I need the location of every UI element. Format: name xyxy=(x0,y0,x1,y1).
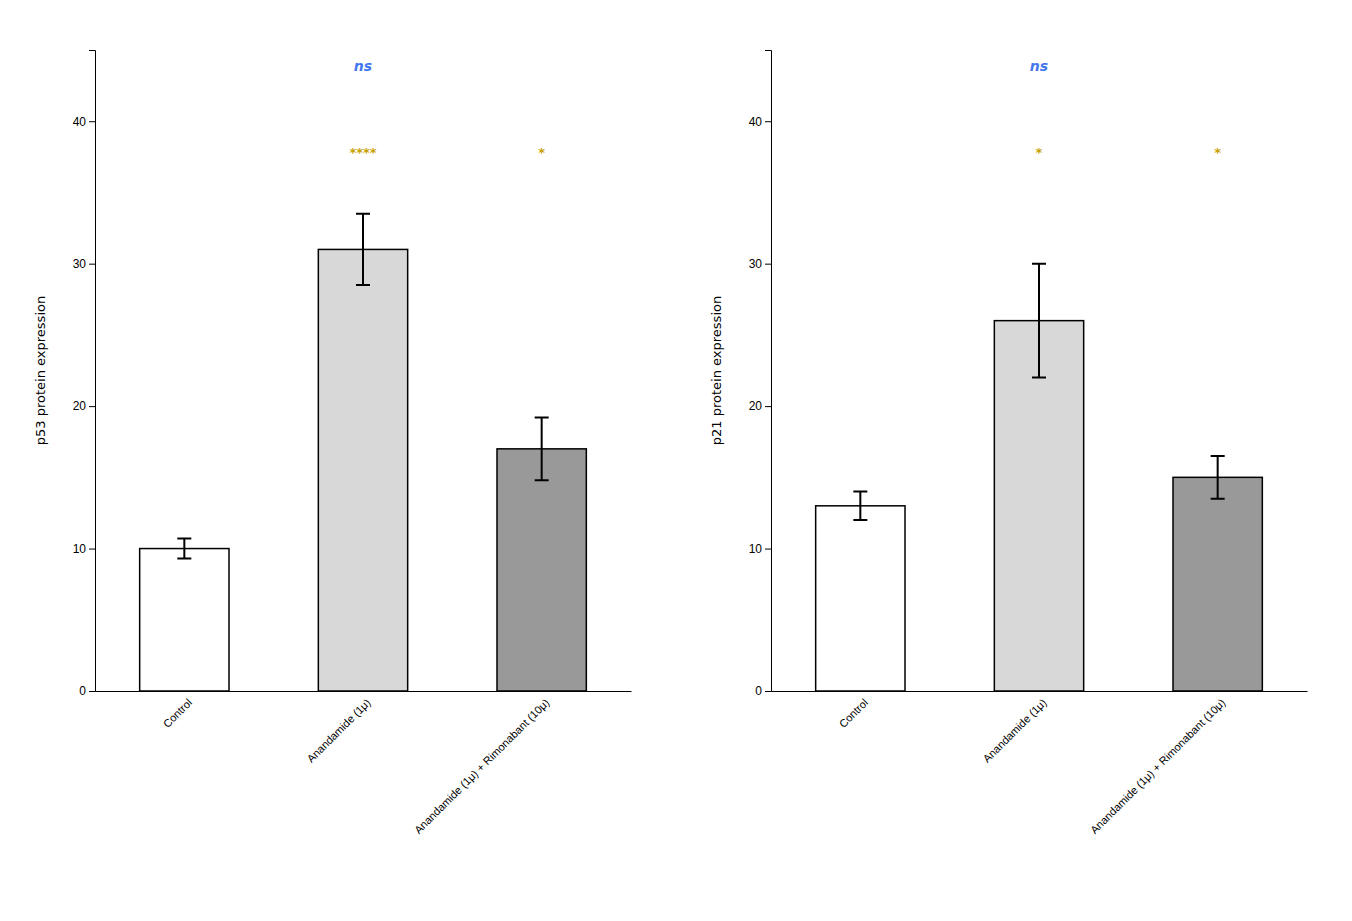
tick-mark xyxy=(765,406,771,407)
bar xyxy=(140,549,229,691)
tick: Anandamide (1μ) xyxy=(980,696,1048,764)
tick-label: Anandamide (1μ) xyxy=(980,696,1048,764)
tick-label: 0 xyxy=(79,684,86,698)
tick: 30 xyxy=(73,257,95,271)
tick: 20 xyxy=(749,399,771,413)
tick-label: 20 xyxy=(749,399,763,413)
tick-label: 40 xyxy=(749,115,763,129)
bar xyxy=(1173,477,1262,691)
axis-line xyxy=(772,691,1308,692)
tick-label: 30 xyxy=(749,257,763,271)
tick-mark xyxy=(89,691,95,692)
axis-line xyxy=(765,51,772,692)
tick-label: Anandamide (1μ) + Rimonabant (10μ) xyxy=(1088,696,1228,836)
error-bar xyxy=(356,214,370,285)
x-axis: Control Anandamide (1μ) Anandamide (1μ) + … xyxy=(772,692,1308,836)
tick-label: Control xyxy=(837,696,871,730)
tick-mark xyxy=(89,264,95,265)
bar xyxy=(816,506,905,691)
tick-mark xyxy=(89,406,95,407)
annotation: ns xyxy=(1030,58,1048,74)
tick: 40 xyxy=(73,115,95,129)
tick-label: 10 xyxy=(73,542,87,556)
tick-label: 30 xyxy=(73,257,87,271)
y-axis: 0 10 20 30 40 xyxy=(73,51,96,699)
tick-mark xyxy=(89,549,95,550)
tick-label: Anandamide (1μ) xyxy=(304,696,372,764)
axis-title: p53 protein expression xyxy=(33,296,48,445)
error-bar xyxy=(1032,264,1046,378)
tick: Anandamide (1μ) + Rimonabant (10μ) xyxy=(1088,696,1228,836)
annotation: * xyxy=(538,145,545,160)
tick-mark xyxy=(765,264,771,265)
tick-label: 20 xyxy=(73,399,87,413)
error-bar xyxy=(1211,456,1225,499)
tick-label: 40 xyxy=(73,115,87,129)
tick-label: 10 xyxy=(749,542,763,556)
axis-title: p21 protein expression xyxy=(709,296,724,445)
figure: 0 10 20 30 40 Control Anandamide (1μ) Anandamid… xyxy=(0,0,1352,921)
tick: Control xyxy=(161,696,195,730)
annotation: * xyxy=(1214,145,1221,160)
tick-label: Anandamide (1μ) + Rimonabant (10μ) xyxy=(412,696,552,836)
panel: 0 10 20 30 40 Control Anandamide (1μ) Anandamid… xyxy=(33,51,632,836)
tick: 20 xyxy=(73,399,95,413)
tick: Control xyxy=(837,696,871,730)
tick: 40 xyxy=(749,115,771,129)
error-bar xyxy=(853,492,867,520)
tick: Anandamide (1μ) xyxy=(304,696,372,764)
error-bar xyxy=(535,418,549,481)
tick: 30 xyxy=(749,257,771,271)
panel: 0 10 20 30 40 Control Anandamide (1μ) Anandamid… xyxy=(709,51,1308,836)
bar xyxy=(497,449,586,691)
plot-area xyxy=(816,264,1263,691)
tick-mark xyxy=(765,549,771,550)
tick: 0 xyxy=(79,684,95,698)
annotation: ns xyxy=(354,58,372,74)
annotation: * xyxy=(1036,145,1043,160)
axis-line xyxy=(89,51,96,692)
y-axis: 0 10 20 30 40 xyxy=(749,51,772,699)
tick-mark xyxy=(765,691,771,692)
tick-mark xyxy=(89,121,95,122)
tick-label: Control xyxy=(161,696,195,730)
tick: 10 xyxy=(73,542,95,556)
tick-label: 0 xyxy=(755,684,762,698)
tick: 0 xyxy=(755,684,771,698)
tick: 10 xyxy=(749,542,771,556)
plot-area xyxy=(140,214,587,691)
axis-line xyxy=(96,691,632,692)
error-bar xyxy=(177,539,191,559)
tick: Anandamide (1μ) + Rimonabant (10μ) xyxy=(412,696,552,836)
bar xyxy=(318,249,407,691)
tick-mark xyxy=(765,121,771,122)
annotation: **** xyxy=(349,145,376,160)
x-axis: Control Anandamide (1μ) Anandamide (1μ) + … xyxy=(96,692,632,836)
